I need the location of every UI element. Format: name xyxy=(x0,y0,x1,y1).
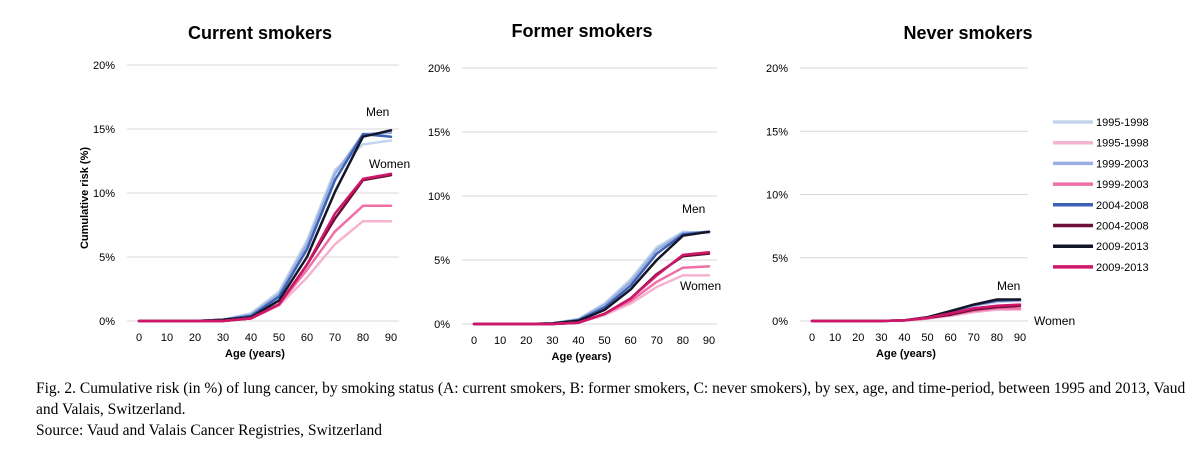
x-tick-label: 70 xyxy=(651,335,663,347)
x-axis-label: Age (years) xyxy=(876,348,936,360)
x-tick-label: 40 xyxy=(898,332,910,344)
legend-label: 1995-1998 xyxy=(1096,117,1149,129)
chart-title: Never smokers xyxy=(903,23,1032,43)
series-line-women-1995-1998 xyxy=(472,274,711,326)
caption-text: Fig. 2. Cumulative risk (in %) of lung c… xyxy=(36,380,1186,418)
annotation-women: Women xyxy=(1034,314,1075,328)
series-line-women-2009-2013 xyxy=(810,303,1022,323)
x-tick-label: 20 xyxy=(189,332,201,344)
x-tick-label: 70 xyxy=(329,332,341,344)
x-tick-label: 0 xyxy=(471,335,477,347)
x-tick-label: 80 xyxy=(677,335,689,347)
x-tick-label: 10 xyxy=(494,335,506,347)
x-tick-label: 90 xyxy=(385,332,397,344)
x-axis-label: Age (years) xyxy=(225,348,285,360)
y-tick-label: 10% xyxy=(428,191,450,203)
x-tick-label: 50 xyxy=(273,332,285,344)
legend: 1995-1998 1995-1998 1999-2003 1999-2003 2004… xyxy=(1053,117,1149,274)
chart-panel-3: Never smokers 0% 5% 10% 15% 20% 0 10 20 30 40 50 60 7… xyxy=(766,23,1075,360)
legend-entry: 2004-2008 xyxy=(1053,200,1149,212)
annotation-men: Men xyxy=(997,279,1020,293)
chart-panel-2: Former smokers 0% 5% 10% 15% 20% 0 10 20 30 40 50 60… xyxy=(428,21,721,363)
y-tick-label: 5% xyxy=(99,252,115,264)
figure-caption: Fig. 2. Cumulative risk (in %) of lung c… xyxy=(36,378,1186,441)
y-axis-label: Cumulative risk (%) xyxy=(79,147,91,249)
annotation-men: Men xyxy=(682,202,705,216)
legend-entry: 2004-2008 xyxy=(1053,221,1149,233)
x-tick-label: 80 xyxy=(991,332,1003,344)
x-tick-label: 50 xyxy=(921,332,933,344)
legend-label: 1995-1998 xyxy=(1096,138,1149,150)
y-tick-label: 20% xyxy=(428,63,450,75)
x-tick-label: 10 xyxy=(161,332,173,344)
x-tick-label: 50 xyxy=(598,335,610,347)
series-line-women-2009-2013 xyxy=(137,172,393,323)
x-tick-label: 10 xyxy=(829,332,841,344)
y-tick-label: 5% xyxy=(772,253,788,265)
chart-panel-1: Current smokers 0% 5% 10% 15% 20% 0 10 20 30 40 50 6… xyxy=(79,23,410,360)
x-tick-label: 80 xyxy=(357,332,369,344)
x-tick-label: 20 xyxy=(520,335,532,347)
legend-entry: 2009-2013 xyxy=(1053,262,1149,274)
x-tick-label: 60 xyxy=(945,332,957,344)
x-tick-label: 20 xyxy=(852,332,864,344)
annotation-women: Women xyxy=(680,279,721,293)
y-tick-label: 5% xyxy=(434,255,450,267)
x-tick-label: 60 xyxy=(301,332,313,344)
y-tick-label: 0% xyxy=(99,316,115,328)
chart-title: Former smokers xyxy=(511,21,652,41)
y-tick-label: 20% xyxy=(766,63,788,75)
x-tick-label: 30 xyxy=(217,332,229,344)
x-tick-label: 30 xyxy=(546,335,558,347)
y-tick-label: 10% xyxy=(93,188,115,200)
y-tick-label: 15% xyxy=(766,126,788,138)
legend-label: 2009-2013 xyxy=(1096,241,1149,253)
x-tick-label: 40 xyxy=(572,335,584,347)
legend-entry: 2009-2013 xyxy=(1053,241,1149,253)
x-tick-label: 0 xyxy=(809,332,815,344)
y-tick-label: 0% xyxy=(772,316,788,328)
legend-entry: 1999-2003 xyxy=(1053,179,1149,191)
legend-label: 1999-2003 xyxy=(1096,158,1149,170)
y-tick-label: 15% xyxy=(93,124,115,136)
legend-entry: 1999-2003 xyxy=(1053,158,1149,170)
x-tick-label: 30 xyxy=(875,332,887,344)
x-tick-label: 70 xyxy=(968,332,980,344)
x-tick-label: 90 xyxy=(1014,332,1026,344)
legend-label: 2004-2008 xyxy=(1096,200,1149,212)
legend-entry: 1995-1998 xyxy=(1053,117,1149,129)
series-line-men-1999-2003 xyxy=(137,131,393,323)
x-tick-label: 90 xyxy=(703,335,715,347)
series-line-men-2004-2008 xyxy=(137,132,393,323)
annotation-women: Women xyxy=(369,157,410,171)
caption-source: Source: Vaud and Valais Cancer Registrie… xyxy=(36,422,382,439)
x-tick-label: 40 xyxy=(245,332,257,344)
annotation-men: Men xyxy=(366,105,389,119)
legend-label: 2009-2013 xyxy=(1096,262,1149,274)
x-tick-label: 0 xyxy=(136,332,142,344)
series-line-women-2004-2008 xyxy=(137,173,393,323)
series-line-women-2009-2013 xyxy=(472,251,711,326)
series-line-men-2009-2013 xyxy=(137,129,393,323)
legend-label: 1999-2003 xyxy=(1096,179,1149,191)
y-tick-label: 0% xyxy=(434,319,450,331)
x-axis-label: Age (years) xyxy=(552,351,612,363)
legend-entry: 1995-1998 xyxy=(1053,138,1149,150)
y-tick-label: 20% xyxy=(93,60,115,72)
figure-canvas: Current smokers 0% 5% 10% 15% 20% 0 10 20 30 40 50 6… xyxy=(79,21,1149,363)
legend-label: 2004-2008 xyxy=(1096,221,1149,233)
chart-title: Current smokers xyxy=(188,23,332,43)
y-tick-label: 10% xyxy=(766,190,788,202)
x-tick-label: 60 xyxy=(625,335,637,347)
y-tick-label: 15% xyxy=(428,127,450,139)
